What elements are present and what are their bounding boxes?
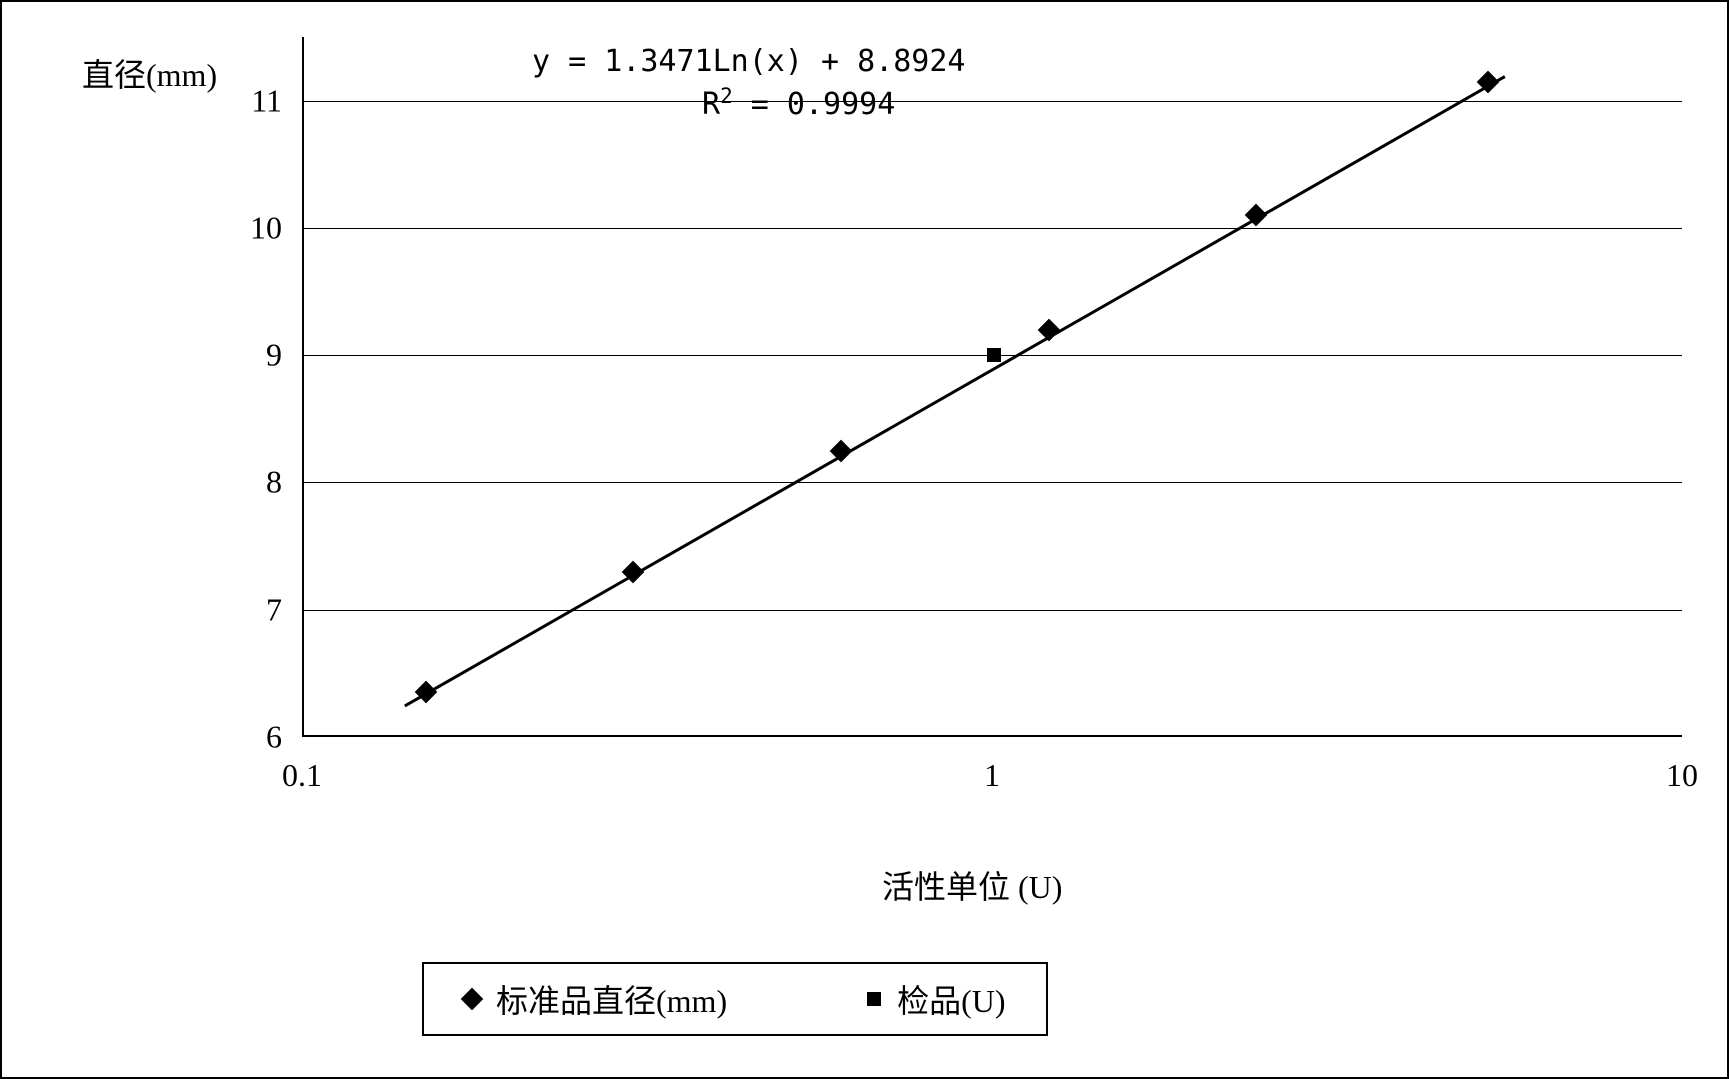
regression-equation: y = 1.3471Ln(x) + 8.8924 [532, 44, 965, 79]
y-tick-label: 10 [242, 209, 282, 246]
trendline-svg [304, 37, 1682, 735]
x-tick-label: 0.1 [282, 757, 322, 794]
y-tick-label: 6 [242, 719, 282, 756]
legend-label-sample: 检品(U) [897, 976, 1005, 1022]
gridline [304, 482, 1682, 483]
r-squared: R2 = 0.9994 [702, 84, 895, 122]
y-tick-label: 7 [242, 591, 282, 628]
x-tick-label: 1 [984, 757, 1000, 794]
plot-area [302, 37, 1682, 737]
legend: 标准品直径(mm) 检品(U) [422, 962, 1048, 1036]
gridline [304, 228, 1682, 229]
chart-container: 直径(mm) y = 1.3471Ln(x) + 8.8924 R2 = 0.9… [0, 0, 1729, 1079]
y-tick-label: 8 [242, 464, 282, 501]
x-tick-label: 10 [1666, 757, 1698, 794]
legend-item-sample: 检品(U) [867, 976, 1005, 1022]
r-squared-prefix: R [702, 87, 720, 122]
x-axis-title: 活性单位 (U) [882, 862, 1062, 908]
y-tick-label: 9 [242, 337, 282, 374]
y-axis-title: 直径(mm) [82, 50, 217, 96]
diamond-icon [461, 988, 484, 1011]
gridline [304, 101, 1682, 102]
trendline [405, 77, 1505, 706]
legend-label-standard: 标准品直径(mm) [496, 976, 727, 1022]
y-tick-label: 11 [242, 82, 282, 119]
legend-item-standard: 标准品直径(mm) [464, 976, 727, 1022]
data-point [987, 348, 1001, 362]
r-squared-sup: 2 [720, 84, 733, 108]
gridline [304, 610, 1682, 611]
square-icon [867, 992, 881, 1006]
r-squared-suffix: = 0.9994 [733, 87, 896, 122]
